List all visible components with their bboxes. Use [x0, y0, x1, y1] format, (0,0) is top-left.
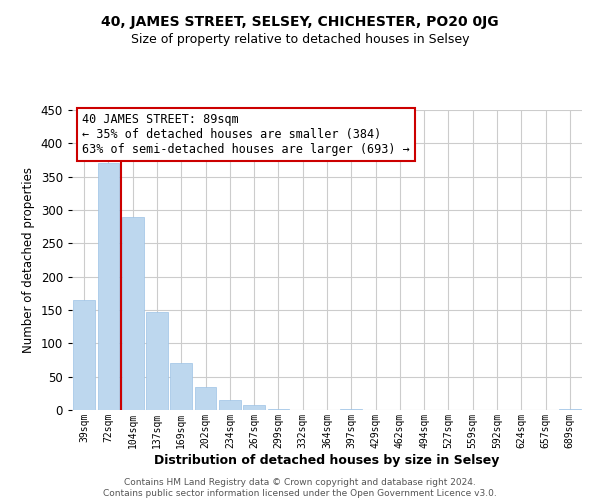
Text: Size of property relative to detached houses in Selsey: Size of property relative to detached ho… — [131, 32, 469, 46]
Text: 40 JAMES STREET: 89sqm
← 35% of detached houses are smaller (384)
63% of semi-de: 40 JAMES STREET: 89sqm ← 35% of detached… — [82, 113, 410, 156]
Bar — [122, 216, 143, 410]
X-axis label: Distribution of detached houses by size in Selsey: Distribution of detached houses by size … — [154, 454, 500, 466]
Bar — [194, 386, 217, 410]
Text: Contains HM Land Registry data © Crown copyright and database right 2024.
Contai: Contains HM Land Registry data © Crown c… — [103, 478, 497, 498]
Bar — [243, 406, 265, 410]
Bar — [73, 300, 95, 410]
Bar — [97, 164, 119, 410]
Y-axis label: Number of detached properties: Number of detached properties — [22, 167, 35, 353]
Bar — [146, 312, 168, 410]
Bar — [219, 400, 241, 410]
Text: 40, JAMES STREET, SELSEY, CHICHESTER, PO20 0JG: 40, JAMES STREET, SELSEY, CHICHESTER, PO… — [101, 15, 499, 29]
Bar — [268, 408, 289, 410]
Bar — [559, 408, 581, 410]
Bar — [170, 364, 192, 410]
